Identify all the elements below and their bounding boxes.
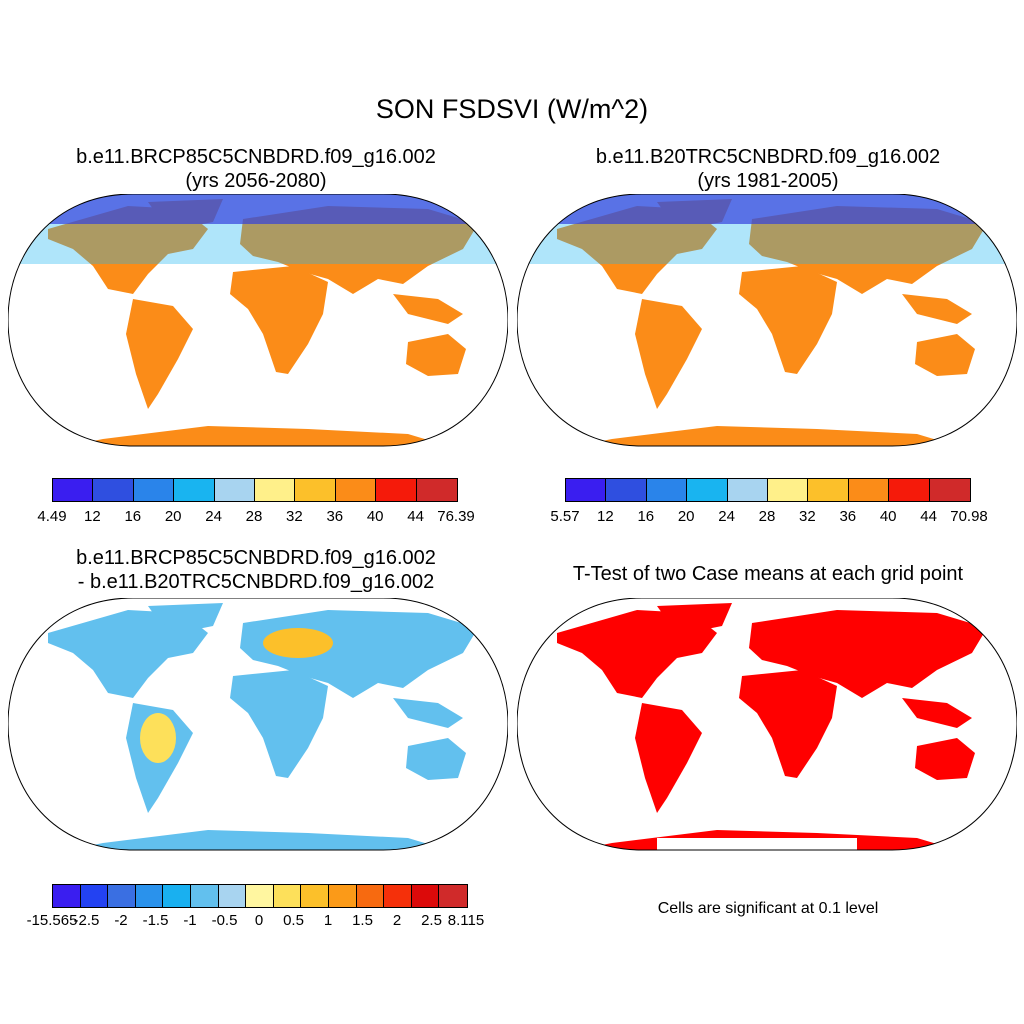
colorbar-swatch [328,885,357,907]
colorbar-tick-label: 32 [286,508,303,525]
colorbar-swatch [376,479,417,501]
colorbar-1 [52,478,458,502]
panel-1-map [8,194,508,447]
colorbar-tick-label: 1 [323,912,333,929]
panel-3-case-b: - b.e11.B20TRC5CNBDRD.f09_g16.002 [77,571,435,593]
colorbar-tick-label: 2.5 [421,912,442,929]
panel-1-case-name: b.e11.BRCP85C5CNBDRD.f09_g16.002 [76,146,436,168]
colorbar-swatch [108,885,136,907]
colorbar-tick-label: 4.49 [37,508,67,525]
colorbar-tick-label: 76.39 [437,508,475,525]
colorbar-tick-label: 0.5 [283,912,304,929]
panel-2-years: (yrs 1981-2005) [697,170,839,192]
colorbar-tick-label: 2 [392,912,402,929]
panel-1-title: b.e11.BRCP85C5CNBDRD.f09_g16.002 (yrs 20… [6,145,506,193]
colorbar-swatch [53,885,81,907]
colorbar-tick-label: 44 [407,508,424,525]
colorbar-swatch [163,885,191,907]
colorbar-tick-label: 0 [254,912,264,929]
mid-band [8,224,508,264]
colorbar-tick-label: 20 [677,508,695,525]
colorbar-swatch [848,479,890,501]
colorbar-tick-label: -2 [114,912,128,929]
colorbar-tick-label: 16 [124,508,142,525]
colorbar-swatch [135,885,164,907]
colorbar-tick-label: 16 [637,508,655,525]
colorbar-tick-label: 5.57 [550,508,580,525]
colorbar-swatch [356,885,385,907]
colorbar-swatch [133,479,175,501]
colorbar-tick-label: -1 [183,912,197,929]
colorbar-tick-label: 36 [326,508,344,525]
panel-3-title: b.e11.BRCP85C5CNBDRD.f09_g16.002 - b.e11… [6,546,506,594]
colorbar-swatch [416,479,457,501]
colorbar-3 [52,884,468,908]
map-outline [517,194,1017,447]
colorbar-swatch [384,885,412,907]
colorbar-swatch [566,479,607,501]
colorbar-tick-label: 36 [839,508,857,525]
colorbar-swatch [767,479,809,501]
colorbar-tick-label: 40 [879,508,897,525]
significance-note: Cells are significant at 0.1 level [657,900,879,917]
figure-title: SON FSDSVI (W/m^2) [375,94,649,124]
colorbar-tick-label: 1.5 [352,912,373,929]
panel-2-title: b.e11.B20TRC5CNBDRD.f09_g16.002 (yrs 198… [518,145,1018,193]
colorbar-1-labels: 4.49 12 16 20 24 28 32 36 40 44 76.39 [37,508,474,528]
colorbar-tick-label: -2.5 [73,912,100,929]
colorbar-swatch [174,479,215,501]
colorbar-tick-label: 24 [205,508,222,525]
colorbar-tick-label: 8.115 [447,912,485,929]
colorbar-swatch [295,479,336,501]
colorbar-swatch [80,885,109,907]
colorbar-swatch [606,479,647,501]
map-outline [517,598,1017,851]
colorbar-swatch [335,479,377,501]
colorbar-tick-label: -0.5 [211,912,238,929]
colorbar-swatch [214,479,255,501]
colorbar-swatch [439,885,467,907]
colorbar-swatch [93,479,134,501]
colorbar-tick-label: 28 [245,508,263,525]
colorbar-tick-label: 70.98 [950,508,988,525]
panel-2-case-name: b.e11.B20TRC5CNBDRD.f09_g16.002 [595,146,941,168]
colorbar-tick-label: 44 [920,508,937,525]
colorbar-swatch [273,885,302,907]
colorbar-swatch [687,479,728,501]
colorbar-tick-label: 32 [799,508,816,525]
colorbar-tick-label: -1.5 [142,912,169,929]
colorbar-tick-label: 12 [84,508,101,525]
map-outline [8,194,508,447]
colorbar-swatch [246,885,274,907]
colorbar-swatch [889,479,930,501]
colorbar-swatch [254,479,296,501]
panel-4-map [517,598,1017,851]
north-band [8,194,508,224]
panel-4-title: T-Test of two Case means at each grid po… [572,563,964,585]
colorbar-swatch [218,885,247,907]
colorbar-swatch [808,479,849,501]
colorbar-2 [565,478,971,502]
colorbar-tick-label: 24 [718,508,735,525]
colorbar-swatch [190,885,219,907]
colorbar-swatch [301,885,329,907]
colorbar-tick-label: -15.565 [26,912,78,929]
colorbar-tick-label: 12 [597,508,614,525]
map-outline [8,598,508,851]
panel-1-years: (yrs 2056-2080) [185,170,327,192]
colorbar-swatch [646,479,688,501]
colorbar-tick-label: 28 [758,508,776,525]
colorbar-swatch [727,479,768,501]
colorbar-swatch [411,885,440,907]
colorbar-3-labels: -15.565 -2.5 -2 -1.5 -1 -0.5 0 0.5 1 1.5 2 2.5 8.115 [27,912,485,932]
colorbar-swatch [929,479,970,501]
colorbar-tick-label: 40 [366,508,384,525]
colorbar-2-labels: 5.57 12 16 20 24 28 32 36 40 44 70.98 [550,508,987,528]
colorbar-swatch [53,479,94,501]
panel-3-map [8,598,508,851]
colorbar-tick-label: 20 [164,508,182,525]
panel-2-map [517,194,1017,447]
panel-3-case-a: b.e11.BRCP85C5CNBDRD.f09_g16.002 [76,547,436,569]
